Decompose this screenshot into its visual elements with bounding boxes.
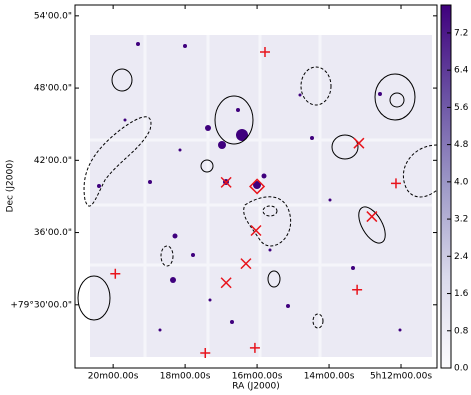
colorbar-tick-label: 4.8 <box>454 140 469 150</box>
marker-cross <box>220 277 232 289</box>
colorbar-tick-label: 4.0 <box>454 177 469 187</box>
y-tick-label: 48'00.0" <box>34 84 72 94</box>
marker-plus <box>352 284 363 295</box>
y-tick-label: 36'00.0" <box>34 228 72 238</box>
marker-cross <box>366 211 378 223</box>
sky-image <box>90 35 432 357</box>
x-tick-label: 20m00.00s <box>88 372 139 382</box>
marker-plus <box>259 46 270 57</box>
colorbar <box>440 4 452 369</box>
x-tick-label: 5h12m00.00s <box>370 372 432 382</box>
y-tick-label: 54'00.0" <box>34 11 72 21</box>
colorbar-tick-label: 7.2 <box>454 28 468 38</box>
marker-plus <box>200 347 211 358</box>
colorbar-tick-label: 6.4 <box>454 66 469 76</box>
colorbar-tick-label: 2.4 <box>454 252 469 262</box>
marker-plus <box>390 178 401 189</box>
marker-cross <box>353 137 365 149</box>
marker-cross <box>240 258 252 270</box>
y-tick-label: +79°30'00.0" <box>10 300 72 310</box>
colorbar-tick-label: 5.6 <box>454 103 469 113</box>
marker-diamond <box>249 178 266 195</box>
contours <box>77 66 438 329</box>
marker-plus <box>110 268 121 279</box>
marker-plus <box>249 342 260 353</box>
marker-cross <box>250 224 262 237</box>
marker-cross <box>220 176 232 188</box>
x-tick-label: 16m00.00s <box>232 372 283 382</box>
x-tick-label: 18m00.00s <box>160 372 211 382</box>
colorbar-tick-label: 0.8 <box>454 326 469 336</box>
colorbar-tick-label: 3.2 <box>454 215 468 225</box>
colorbar-tick-label: 0.0 <box>454 364 469 374</box>
x-tick-label: 14m00.00s <box>304 372 355 382</box>
y-axis-label: Dec (J2000) <box>6 160 16 213</box>
x-axis-label: RA (J2000) <box>232 382 280 392</box>
y-tick-label: 42'00.0" <box>34 156 72 166</box>
colorbar-tick-label: 1.6 <box>454 289 469 299</box>
